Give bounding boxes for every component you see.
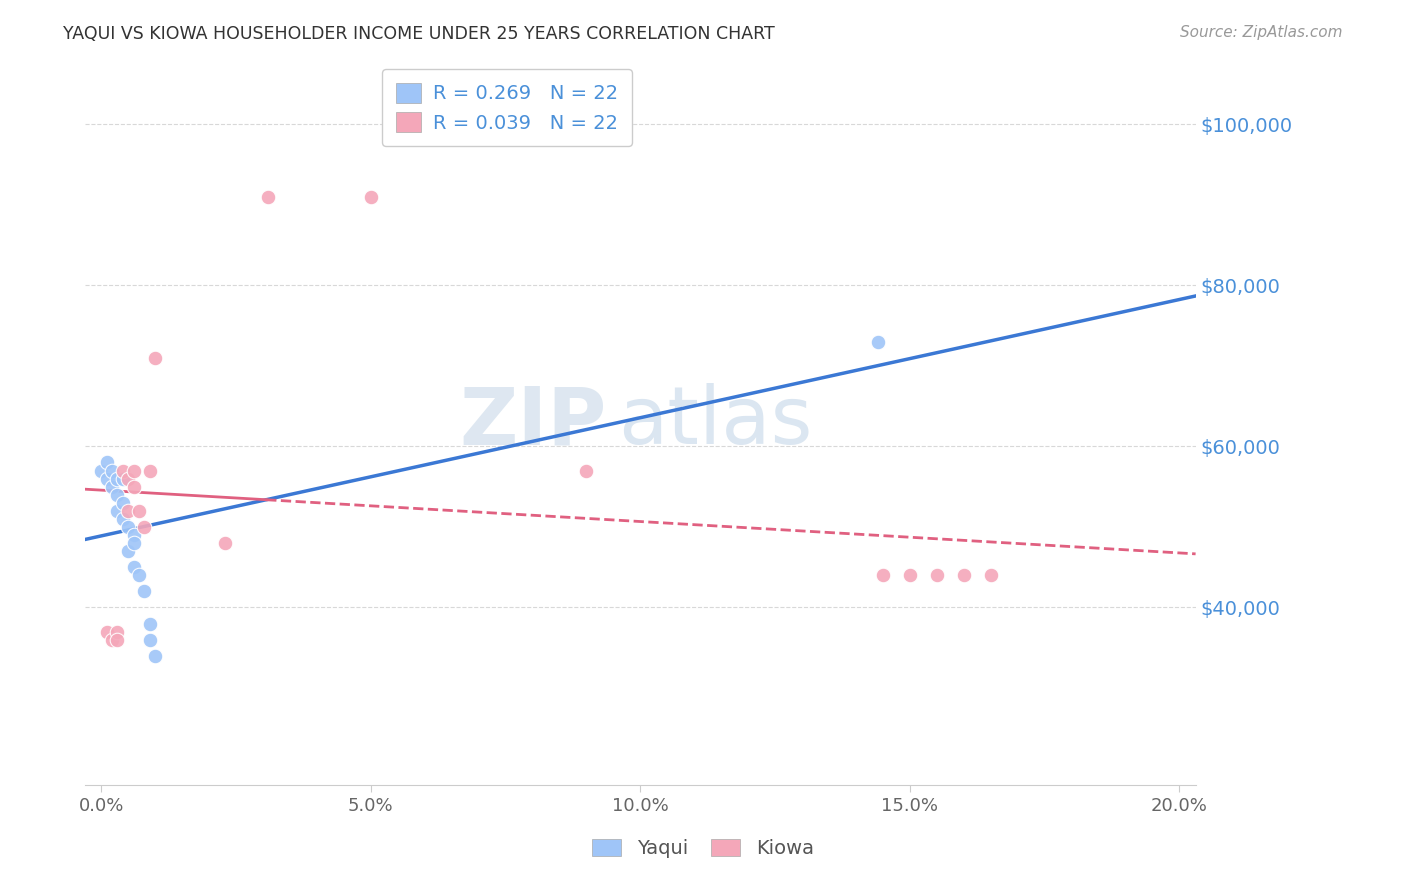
Point (96, 472, 118, 486)
Point (107, 504, 129, 518)
Point (134, 584, 156, 599)
Point (117, 504, 139, 518)
Point (122, 463, 145, 477)
Point (575, 463, 598, 477)
Point (122, 480, 145, 494)
Point (101, 480, 124, 494)
Legend: R = 0.269   N = 22, R = 0.039   N = 22: R = 0.269 N = 22, R = 0.039 N = 22 (382, 70, 631, 146)
Point (111, 472, 134, 486)
Point (257, 189, 280, 203)
Point (139, 463, 162, 477)
Text: atlas: atlas (619, 384, 813, 461)
Point (139, 616, 162, 631)
Point (925, 568, 948, 582)
Text: ZIP: ZIP (460, 384, 607, 461)
Point (128, 568, 150, 582)
Point (898, 568, 921, 582)
Point (980, 568, 1002, 582)
Point (111, 512, 134, 526)
Text: Source: ZipAtlas.com: Source: ZipAtlas.com (1180, 25, 1343, 40)
Point (101, 632, 124, 647)
Point (134, 520, 156, 534)
Point (143, 648, 166, 663)
Point (107, 488, 129, 502)
Point (117, 520, 139, 534)
Point (872, 568, 894, 582)
Point (117, 544, 139, 558)
Point (214, 536, 236, 550)
Point (122, 536, 145, 550)
Point (96, 624, 118, 639)
Point (111, 463, 134, 477)
Point (360, 189, 382, 203)
Legend: Yaqui, Kiowa: Yaqui, Kiowa (585, 831, 821, 866)
Point (866, 334, 889, 349)
Text: YAQUI VS KIOWA HOUSEHOLDER INCOME UNDER 25 YEARS CORRELATION CHART: YAQUI VS KIOWA HOUSEHOLDER INCOME UNDER … (63, 25, 775, 43)
Point (117, 472, 139, 486)
Point (128, 504, 150, 518)
Point (90, 463, 112, 477)
Point (143, 351, 166, 365)
Point (101, 463, 124, 477)
Point (107, 472, 129, 486)
Point (122, 528, 145, 542)
Point (96, 455, 118, 469)
Point (952, 568, 974, 582)
Point (122, 560, 145, 574)
Point (111, 496, 134, 510)
Point (139, 632, 162, 647)
Point (107, 632, 129, 647)
Point (107, 624, 129, 639)
